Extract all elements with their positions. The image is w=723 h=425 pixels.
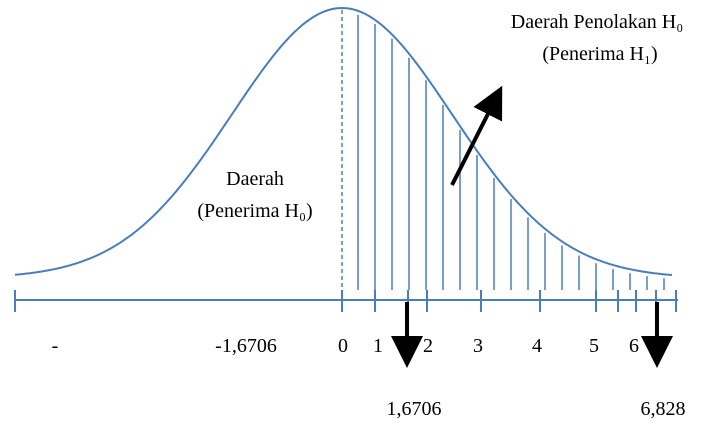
- tick-label: 6: [629, 335, 639, 357]
- rejection-arrow: [450, 85, 503, 186]
- tick-label: 2: [423, 335, 433, 357]
- normal-curve: [14, 6, 673, 276]
- axis-label: -1,6706: [215, 335, 277, 357]
- acceptance-title: Daerah: [226, 168, 284, 190]
- tick-label: 0: [338, 335, 348, 357]
- rejection-subtitle: (Penerima H₁): [542, 43, 657, 65]
- rejection-title: Daerah Penolakan H₀: [511, 11, 683, 33]
- tick-label: 1: [373, 335, 383, 357]
- acceptance-subtitle: (Penerima H₀): [197, 200, 312, 222]
- rejection-hatch: [357, 14, 665, 290]
- critical-value: 1,6706: [387, 398, 442, 420]
- tick-label: 3: [473, 335, 483, 357]
- statistic-value: 6,828: [641, 398, 686, 420]
- axis-label: -: [52, 335, 59, 357]
- axis-ticks: [14, 290, 677, 312]
- tick-label: 5: [589, 335, 599, 357]
- tick-label: 4: [532, 335, 542, 357]
